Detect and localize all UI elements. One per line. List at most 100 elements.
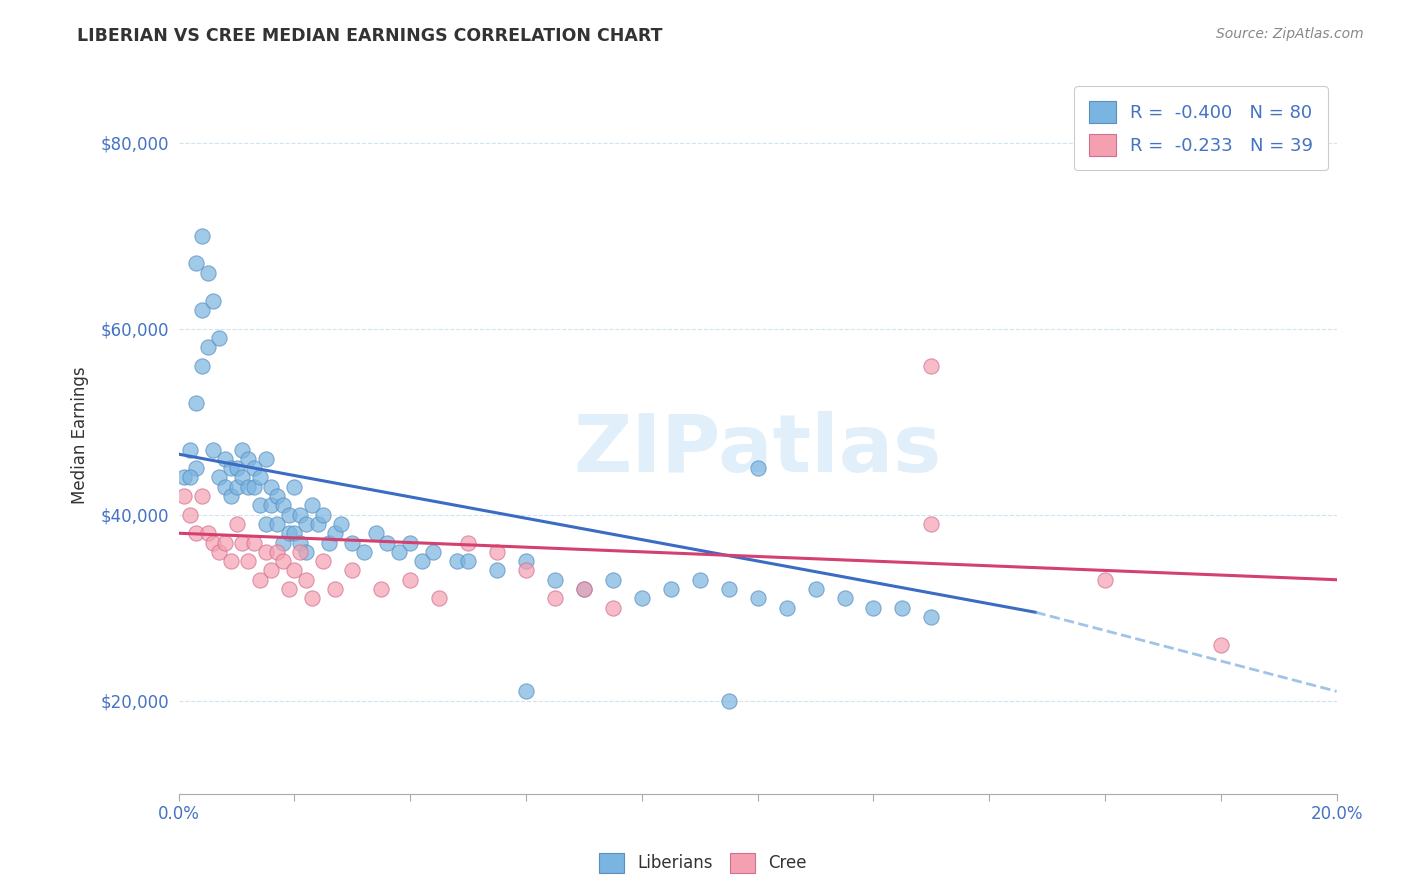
Point	[295, 516, 318, 531]
Point	[920, 610, 942, 624]
Point	[775, 600, 797, 615]
Point	[243, 480, 266, 494]
Point	[388, 545, 411, 559]
Point	[422, 545, 444, 559]
Point	[486, 563, 509, 577]
Point	[266, 545, 288, 559]
Point	[191, 489, 214, 503]
Point	[277, 526, 299, 541]
Point	[457, 535, 479, 549]
Point	[266, 516, 288, 531]
Point	[231, 442, 253, 457]
Point	[544, 573, 567, 587]
Point	[197, 526, 219, 541]
Point	[202, 442, 225, 457]
Point	[260, 563, 283, 577]
Point	[323, 582, 346, 596]
Point	[515, 684, 537, 698]
Point	[271, 554, 294, 568]
Point	[364, 526, 387, 541]
Point	[446, 554, 468, 568]
Point	[254, 451, 277, 466]
Point	[353, 545, 375, 559]
Y-axis label: Median Earnings: Median Earnings	[72, 367, 89, 504]
Point	[290, 545, 312, 559]
Point	[179, 442, 201, 457]
Point	[572, 582, 595, 596]
Point	[219, 554, 242, 568]
Point	[219, 489, 242, 503]
Point	[254, 516, 277, 531]
Point	[271, 499, 294, 513]
Point	[342, 563, 364, 577]
Legend: Liberians, Cree: Liberians, Cree	[593, 847, 813, 880]
Point	[399, 535, 422, 549]
Point	[602, 600, 624, 615]
Text: Source: ZipAtlas.com: Source: ZipAtlas.com	[1216, 27, 1364, 41]
Point	[231, 535, 253, 549]
Point	[214, 480, 236, 494]
Point	[515, 563, 537, 577]
Point	[184, 526, 207, 541]
Point	[370, 582, 392, 596]
Legend: R =  -0.400   N = 80, R =  -0.233   N = 39: R = -0.400 N = 80, R = -0.233 N = 39	[1074, 87, 1327, 170]
Point	[260, 499, 283, 513]
Point	[249, 499, 271, 513]
Point	[457, 554, 479, 568]
Point	[238, 451, 260, 466]
Point	[301, 591, 323, 606]
Point	[208, 545, 231, 559]
Point	[411, 554, 433, 568]
Point	[243, 535, 266, 549]
Point	[515, 554, 537, 568]
Point	[214, 451, 236, 466]
Point	[191, 228, 214, 243]
Point	[277, 508, 299, 522]
Point	[920, 516, 942, 531]
Point	[191, 303, 214, 318]
Point	[427, 591, 450, 606]
Point	[689, 573, 711, 587]
Text: LIBERIAN VS CREE MEDIAN EARNINGS CORRELATION CHART: LIBERIAN VS CREE MEDIAN EARNINGS CORRELA…	[77, 27, 662, 45]
Point	[179, 470, 201, 484]
Point	[290, 508, 312, 522]
Point	[862, 600, 884, 615]
Point	[243, 461, 266, 475]
Point	[184, 256, 207, 270]
Point	[295, 573, 318, 587]
Point	[312, 554, 335, 568]
Point	[238, 480, 260, 494]
Point	[747, 591, 769, 606]
Point	[290, 535, 312, 549]
Point	[219, 461, 242, 475]
Point	[375, 535, 398, 549]
Point	[295, 545, 318, 559]
Point	[277, 582, 299, 596]
Point	[717, 582, 740, 596]
Point	[266, 489, 288, 503]
Point	[225, 480, 247, 494]
Point	[486, 545, 509, 559]
Point	[747, 461, 769, 475]
Point	[238, 554, 260, 568]
Point	[301, 499, 323, 513]
Point	[260, 480, 283, 494]
Point	[179, 508, 201, 522]
Point	[283, 563, 305, 577]
Point	[602, 573, 624, 587]
Point	[225, 461, 247, 475]
Point	[920, 359, 942, 373]
Point	[342, 535, 364, 549]
Point	[329, 516, 352, 531]
Point	[631, 591, 654, 606]
Point	[254, 545, 277, 559]
Point	[834, 591, 856, 606]
Point	[283, 480, 305, 494]
Point	[197, 340, 219, 354]
Point	[191, 359, 214, 373]
Point	[804, 582, 827, 596]
Point	[318, 535, 340, 549]
Point	[1094, 573, 1116, 587]
Point	[173, 470, 195, 484]
Point	[173, 489, 195, 503]
